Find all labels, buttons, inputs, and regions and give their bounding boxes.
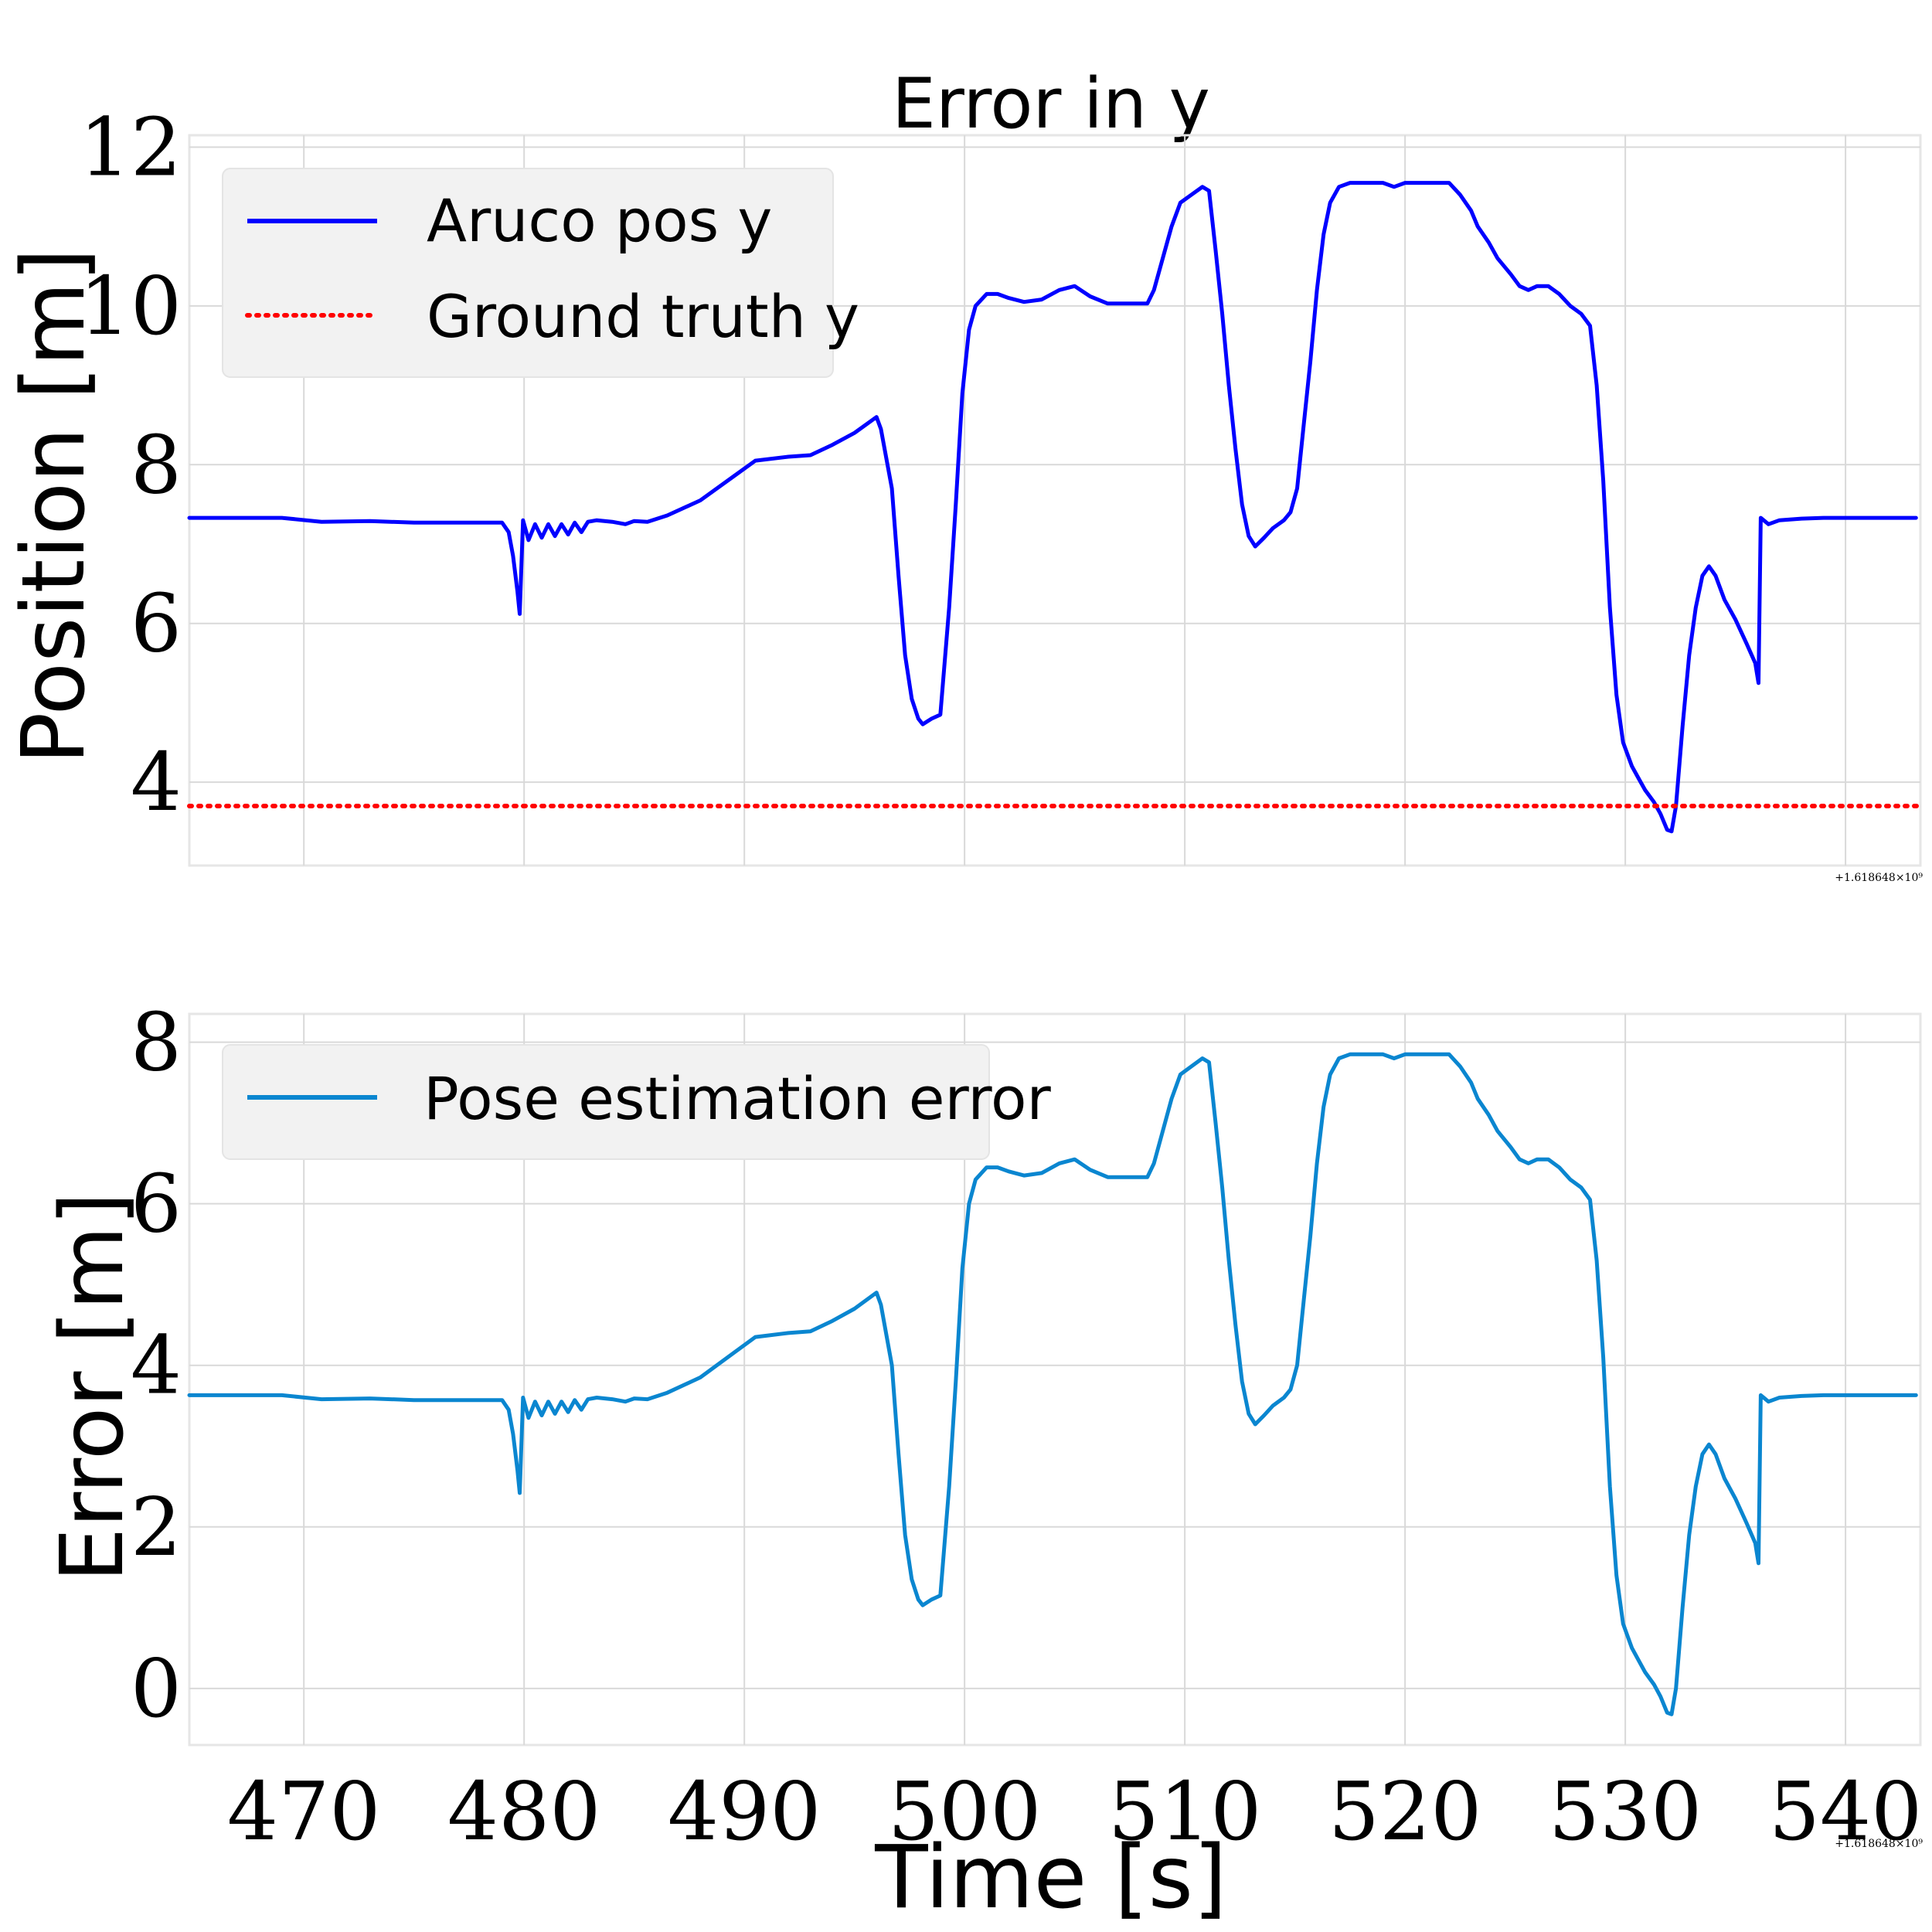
legend-box-bottom [222,1044,990,1160]
position-panel: Error in y Position [m] 4 6 8 10 12 +1.61864… [4,63,1923,884]
y-tick-label: 8 [131,995,182,1090]
y-tick-label: 4 [131,735,182,829]
error-panel: Error [m] Time [s] 0 2 4 6 8 470 480 490 500 510… [43,995,1923,1928]
series-line-aruco-pos-y [187,181,1918,834]
x-axis-label: Time [s] [874,1828,1226,1928]
plot-frame-top [188,134,1922,867]
x-tick-label: 510 [1108,1764,1262,1859]
y-tick-label: 2 [131,1480,182,1574]
y-tick-labels-bottom: 0 2 4 6 8 [131,995,182,1736]
x-tick-label: 540 [1769,1764,1923,1859]
x-tick-labels: 470 480 490 500 510 520 530 540 [227,1764,1922,1859]
chart-title: Error in y [892,63,1210,145]
x-tick-label: 530 [1549,1764,1702,1859]
series-line-pose-estimation-error [187,1052,1918,1716]
legend-top: Aruco pos y Ground truth y [222,168,859,378]
y-axis-label-position: Position [m] [4,248,104,764]
x-tick-label: 470 [227,1764,381,1859]
legend-label-aruco: Aruco pos y [427,186,772,255]
y-tick-label: 12 [80,100,182,194]
x-tick-label: 520 [1328,1764,1482,1859]
x-tick-label: 480 [447,1764,601,1859]
y-tick-label: 0 [131,1641,182,1736]
series-group-bottom [187,1052,1918,1716]
y-axis-label-error: Error [m] [43,1192,143,1582]
x-tick-label: 490 [668,1764,821,1859]
x-tick-label: 500 [888,1764,1042,1859]
legend-label-error: Pose estimation error [423,1064,1051,1133]
y-tick-labels-top: 4 6 8 10 12 [80,100,182,829]
y-tick-label: 6 [131,1157,182,1251]
y-tick-label: 6 [131,577,182,671]
y-tick-label: 8 [131,417,182,512]
x-offset-label-top: +1.618648×10⁹ [1835,872,1923,884]
y-tick-label: 10 [80,259,182,353]
series-group-top [187,181,1923,834]
y-tick-label: 4 [131,1318,182,1413]
gridlines-bottom [188,1012,1922,1747]
x-offset-label-bottom: +1.618648×10⁹ [1835,1838,1923,1850]
plot-frame-bottom [188,1012,1922,1747]
legend-bottom: Pose estimation error [222,1044,1051,1160]
legend-label-ground-truth: Ground truth y [427,282,859,351]
